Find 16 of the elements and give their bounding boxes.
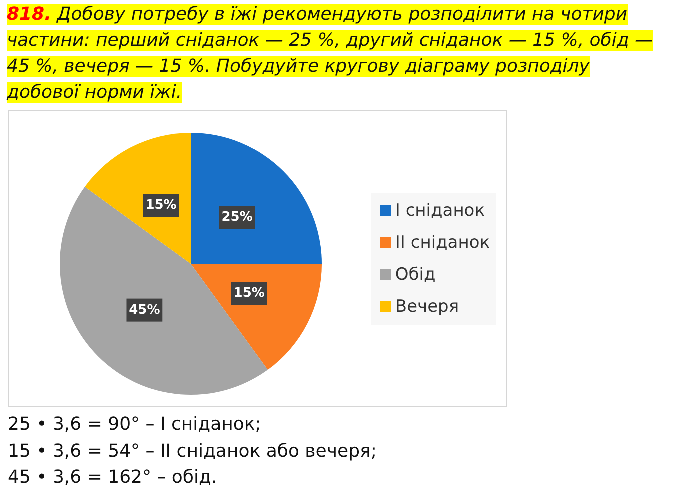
data-label: 15% xyxy=(234,286,265,302)
pie-slice xyxy=(191,264,322,370)
text: 15 • 3,6 = 54° – II сніданок або вечеря; xyxy=(8,440,377,462)
text: 45 • 3,6 = 162° – обід. xyxy=(8,467,218,488)
data-label: 15% xyxy=(146,198,177,214)
legend-label: Обід xyxy=(395,264,436,284)
text: 25 • 3,6 = 90° – I сніданок; xyxy=(8,414,262,435)
data-label: 25% xyxy=(222,210,253,226)
legend-label: I сніданок xyxy=(395,200,485,220)
legend-label: Вечеря xyxy=(395,296,460,316)
pie-slice xyxy=(60,187,268,395)
legend-label: II сніданок xyxy=(395,232,490,252)
data-label: 45% xyxy=(129,302,160,318)
pie-slice xyxy=(85,133,191,264)
chart-title: 818. Добову потребу в їжі рекомендують розподілити на чотири частини: перший сніданок — 25 %, другий сніданок — 15 %, обід — 45 %, вечеря — 15 %. Побудуйте кругову діаграму розподілу добової норми їжі. xyxy=(7,4,654,103)
pie-slice xyxy=(191,133,322,264)
